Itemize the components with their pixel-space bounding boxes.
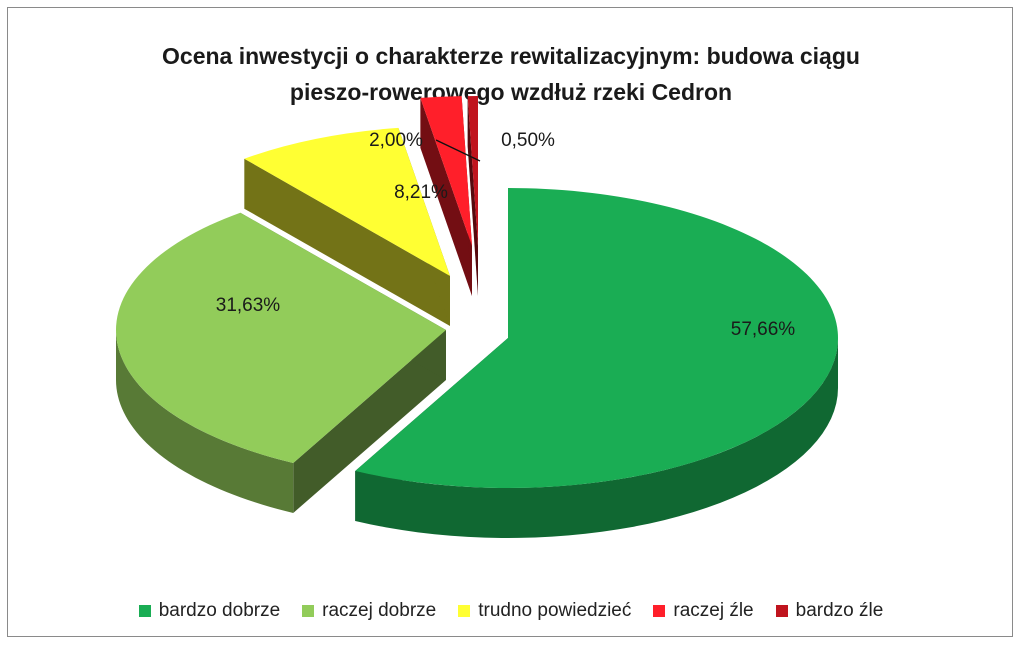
chart-title-line-1: Ocena inwestycji o charakterze rewitaliz…: [162, 43, 860, 69]
slice-raczej-zle: [420, 96, 472, 297]
legend-item-raczej-zle: raczej źle: [653, 600, 754, 622]
slice-trudno-powiedziec: [244, 127, 450, 327]
slice-raczej-zle-side-1: [420, 97, 472, 297]
slice-bardzo-zle-side-1: [467, 96, 478, 297]
slice-raczej-zle-top: [420, 96, 472, 247]
pie-slices: [116, 96, 839, 538]
legend-label-raczej-dobrze: raczej dobrze: [322, 600, 437, 621]
chart-title: Ocena inwestycji o charakterze rewitaliz…: [8, 38, 1014, 110]
legend-swatch-raczej-dobrze: [302, 605, 315, 617]
legend-label-raczej-zle: raczej źle: [673, 600, 754, 621]
legend-swatch-raczej-zle: [653, 605, 666, 617]
legend-item-bardzo-dobrze: bardzo dobrze: [138, 600, 281, 622]
legend-label-bardzo-zle: bardzo źle: [795, 600, 884, 621]
data-label-raczej-zle: 2,00%: [369, 130, 423, 151]
slice-trudno-powiedziec-side-1: [244, 158, 450, 326]
legend-item-bardzo-zle: bardzo źle: [775, 600, 884, 622]
slice-bardzo-dobrze-top: [355, 188, 839, 488]
slice-raczej-dobrze: [116, 212, 446, 513]
slice-bardzo-zle: [467, 96, 478, 297]
legend-item-trudno-powiedziec: trudno powiedzieć: [458, 600, 631, 622]
slice-raczej-dobrze-top: [116, 212, 446, 463]
pie-plot: 57,66% 31,63% 8,21% 2,00% 0,50%: [116, 96, 839, 538]
slice-raczej-dobrze-wall: [116, 330, 294, 513]
slice-bardzo-dobrze: [355, 188, 839, 538]
chart-frame: Ocena inwestycji o charakterze rewitaliz…: [7, 7, 1013, 637]
legend-swatch-bardzo-zle: [775, 605, 788, 617]
chart-title-line-2: pieszo-rowerowego wzdłuż rzeki Cedron: [289, 79, 733, 105]
legend-item-raczej-dobrze: raczej dobrze: [302, 600, 436, 622]
legend-label-trudno-powiedziec: trudno powiedzieć: [478, 600, 632, 621]
slice-raczej-dobrze-side-1: [293, 330, 446, 513]
legend-swatch-trudno-powiedziec: [458, 605, 471, 617]
slice-trudno-powiedziec-top: [244, 127, 450, 277]
leader-line-raczej-zle: [435, 139, 481, 162]
data-label-trudno-powiedziec: 8,21%: [394, 182, 448, 203]
legend-label-bardzo-dobrze: bardzo dobrze: [158, 600, 281, 621]
slice-bardzo-dobrze-wall: [355, 338, 838, 538]
legend: bardzo dobrze raczej dobrze trudno powiedz…: [8, 600, 1014, 622]
data-label-bardzo-dobrze: 57,66%: [731, 319, 796, 340]
data-label-bardzo-zle: 0,50%: [501, 130, 555, 151]
slice-bardzo-zle-top: [467, 96, 478, 246]
legend-swatch-bardzo-dobrze: [138, 605, 151, 617]
data-labels: 57,66% 31,63% 8,21% 2,00% 0,50%: [216, 130, 796, 340]
data-label-raczej-dobrze: 31,63%: [216, 295, 281, 316]
